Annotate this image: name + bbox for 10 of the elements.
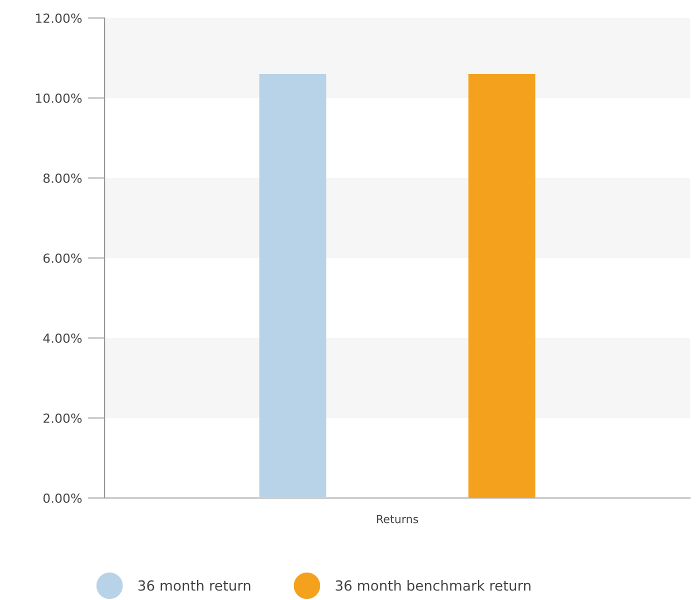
x-tick-label: Returns <box>377 515 418 524</box>
y-tick-label: 4.00% <box>43 333 82 343</box>
y-tick-label: 2.00% <box>44 413 82 423</box>
y-tick-label: 6.00% <box>43 253 82 263</box>
y-tick-label: 8.00% <box>43 173 82 183</box>
y-tick-label: 10.00% <box>36 93 82 103</box>
y-tick-label: 0.00% <box>43 493 82 503</box>
legend-label: 36 month return <box>138 580 250 591</box>
legend-label: 36 month benchmark return <box>336 580 530 591</box>
y-tick-label: 12.00% <box>36 13 82 23</box>
